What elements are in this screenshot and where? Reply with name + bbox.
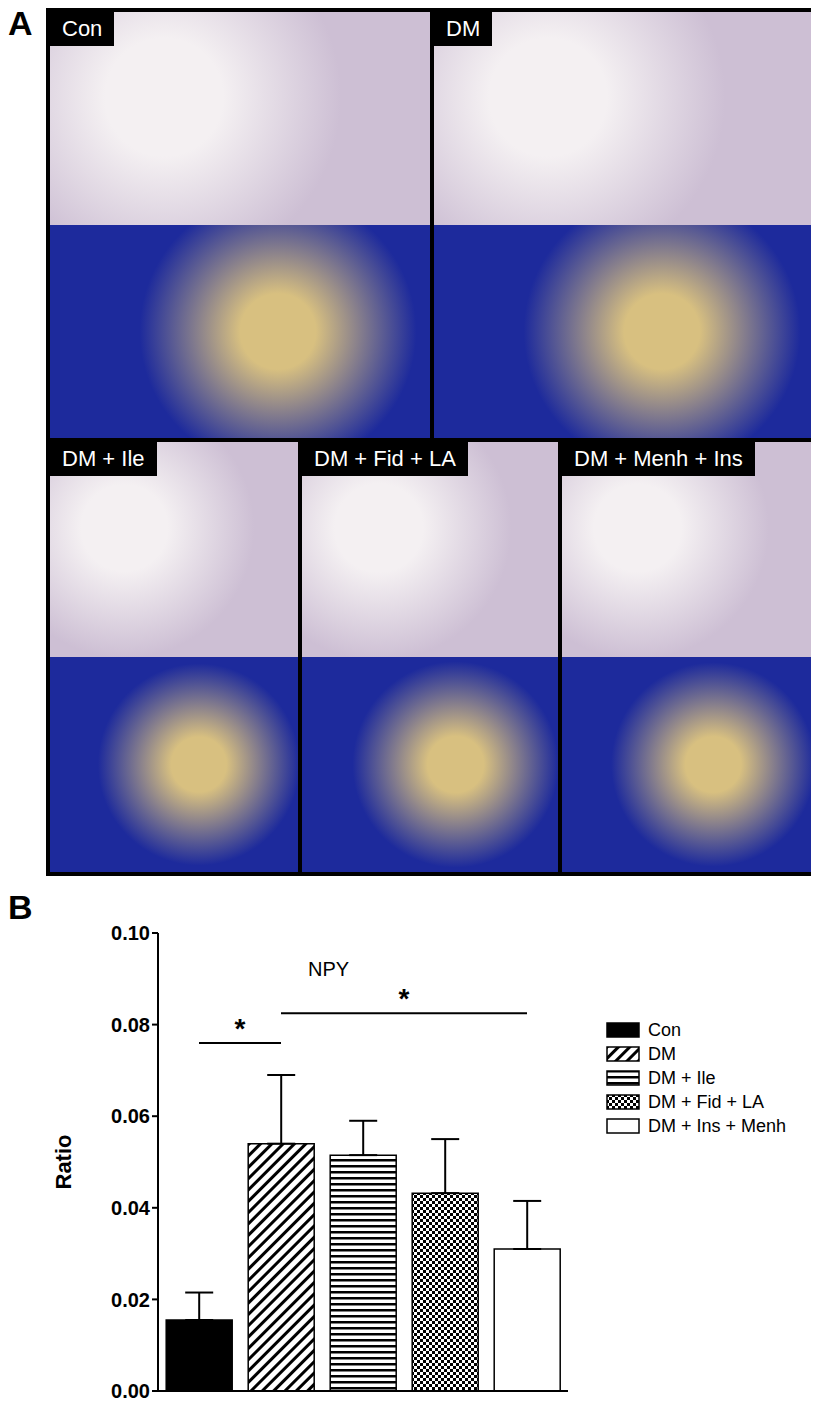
html-text:DM + Ins + Menh: DM + Ins + Menh <box>648 1115 787 1136</box>
html-text:DM: DM <box>648 1043 676 1064</box>
html-text:B: B <box>8 888 33 926</box>
svg-text:0.08: 0.08 <box>111 1014 150 1036</box>
html-text:DM + Fid + LA: DM + Fid + LA <box>314 446 456 471</box>
html-text:DM + Fid + LA: DM + Fid + LA <box>648 1091 764 1112</box>
html-text:DM + Menh + Ins: DM + Menh + Ins <box>574 446 743 471</box>
svg-text:*: * <box>399 983 410 1014</box>
html-text:Con: Con <box>62 16 103 41</box>
svg-text:0.10: 0.10 <box>111 922 150 944</box>
html-text:DM + Ile: DM + Ile <box>62 446 145 471</box>
svg-text:0.04: 0.04 <box>111 1197 151 1219</box>
svg-text:0.02: 0.02 <box>111 1289 150 1311</box>
html-text:A: A <box>8 4 33 42</box>
svg-text:0.00: 0.00 <box>111 1380 150 1402</box>
svg-text:Ratio: Ratio <box>51 1135 76 1190</box>
html-text:DM: DM <box>446 16 481 41</box>
html-text:Con: Con <box>648 1019 681 1040</box>
html-text:DM + Ile: DM + Ile <box>648 1067 716 1088</box>
html-text:NPY: NPY <box>308 958 350 980</box>
svg-text:*: * <box>235 1013 246 1044</box>
svg-text:0.06: 0.06 <box>111 1105 150 1127</box>
